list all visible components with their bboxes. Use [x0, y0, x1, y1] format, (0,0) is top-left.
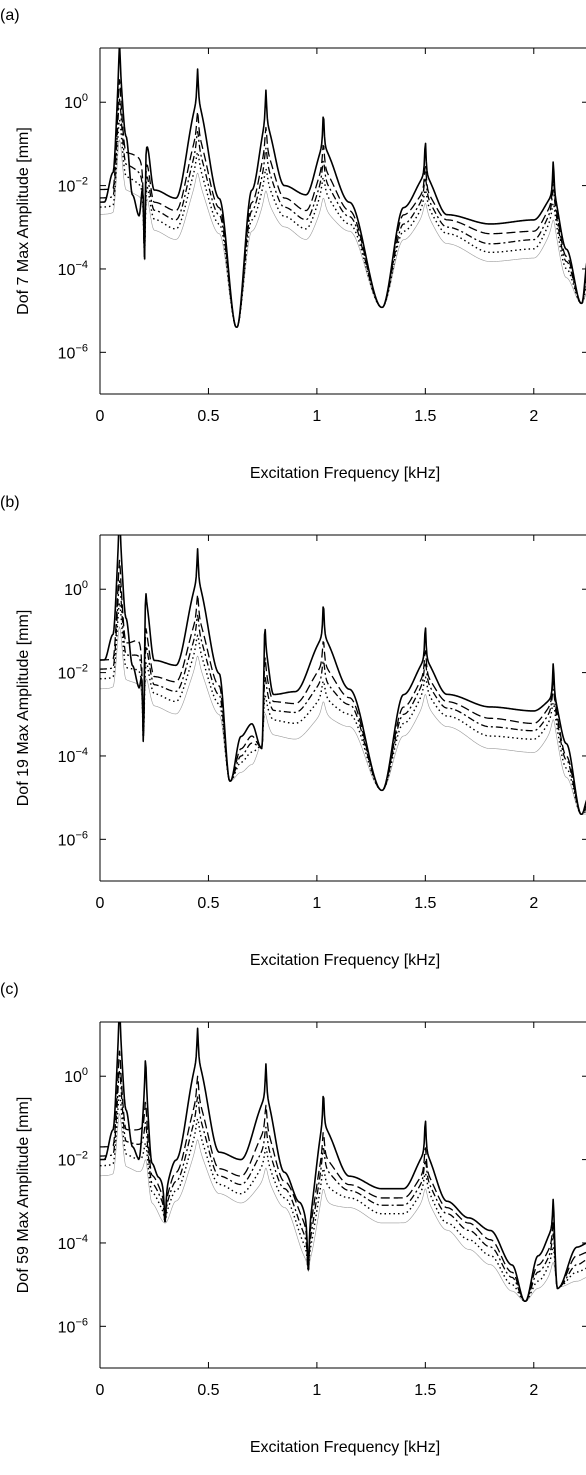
x-tick-label: 0.5: [197, 895, 219, 912]
series-line-longdash: [100, 559, 586, 815]
x-tick-label: 0.5: [197, 1382, 219, 1399]
x-tick-label: 0.5: [197, 408, 219, 425]
series-line-thin: [100, 1113, 586, 1302]
panel-label: (b): [0, 494, 20, 511]
series-line-dotted: [100, 1092, 586, 1302]
series-line-dashdot: [100, 98, 586, 328]
x-tick-label: 2: [529, 408, 538, 425]
y-tick-label: 10−6: [58, 829, 88, 849]
y-tick-label: 100: [64, 92, 88, 112]
panel-c: (c) Dof 59 Max Amplitude [mm] Excitation…: [0, 981, 586, 1456]
x-tick-label: 1.5: [414, 895, 436, 912]
y-tick-label: 10−6: [58, 342, 88, 362]
panel-a: (a) Dof 7 Max Amplitude [mm] Excitation …: [0, 7, 586, 482]
panel-label: (c): [0, 981, 19, 998]
series-line-solid: [100, 1022, 586, 1303]
panel-label: (a): [0, 7, 20, 24]
x-tick-label: 1.5: [414, 1382, 436, 1399]
plot-area: 0 0.5 1 1.5 2 10−6 10−4 10−2 100: [58, 1021, 586, 1399]
series-line-thin: [100, 139, 586, 328]
series-group: [100, 1022, 586, 1303]
series-group: [100, 535, 586, 816]
series-line-solid: [100, 535, 586, 816]
x-tick-label: 1: [312, 1382, 321, 1399]
x-tick-label: 1.5: [414, 408, 436, 425]
series-line-thin: [100, 626, 586, 815]
series-line-dotted: [100, 119, 586, 328]
y-tick-label: 100: [64, 579, 88, 599]
x-tick-label: 0: [96, 1382, 105, 1399]
x-axis-label: Excitation Frequency [kHz]: [250, 465, 440, 482]
y-tick-label: 10−2: [58, 176, 88, 196]
series-line-dotted: [100, 602, 586, 815]
x-axis-label: Excitation Frequency [kHz]: [250, 1439, 440, 1456]
series-line-dashdot: [100, 580, 586, 815]
panel-b: (b) Dof 19 Max Amplitude [mm] Excitation…: [0, 494, 586, 969]
series-line-longdash: [100, 79, 586, 328]
series-group: [100, 48, 586, 329]
x-axis-label: Excitation Frequency [kHz]: [250, 952, 440, 969]
y-tick-label: 10−4: [58, 746, 88, 766]
plot-area: 0 0.5 1 1.5 2 10−6 10−4 10−2 100: [58, 534, 586, 912]
y-tick-label: 10−2: [58, 663, 88, 683]
y-tick-label: 10−2: [58, 1150, 88, 1170]
x-tick-label: 1: [312, 895, 321, 912]
x-tick-label: 0: [96, 408, 105, 425]
y-axis-label: Dof 59 Max Amplitude [mm]: [15, 1097, 32, 1294]
x-tick-label: 2: [529, 1382, 538, 1399]
y-axis-label: Dof 19 Max Amplitude [mm]: [15, 610, 32, 807]
x-tick-label: 2: [529, 895, 538, 912]
series-line-dashdot: [100, 1069, 586, 1302]
plot-area: 0 0.5 1 1.5 2 10−6 10−4 10−2 100: [58, 47, 586, 425]
y-tick-label: 10−6: [58, 1316, 88, 1336]
series-line-solid: [100, 48, 586, 329]
ylabel-group: Dof 7 Max Amplitude [mm]: [15, 127, 32, 315]
y-axis-label: Dof 7 Max Amplitude [mm]: [15, 127, 32, 315]
ylabel-group: Dof 59 Max Amplitude [mm]: [15, 1097, 32, 1294]
x-tick-label: 0: [96, 895, 105, 912]
y-tick-label: 10−4: [58, 259, 88, 279]
series-line-longdash: [100, 1050, 586, 1302]
y-tick-label: 10−4: [58, 1233, 88, 1253]
ylabel-group: Dof 19 Max Amplitude [mm]: [15, 610, 32, 807]
y-tick-label: 100: [64, 1066, 88, 1086]
x-tick-label: 1: [312, 408, 321, 425]
